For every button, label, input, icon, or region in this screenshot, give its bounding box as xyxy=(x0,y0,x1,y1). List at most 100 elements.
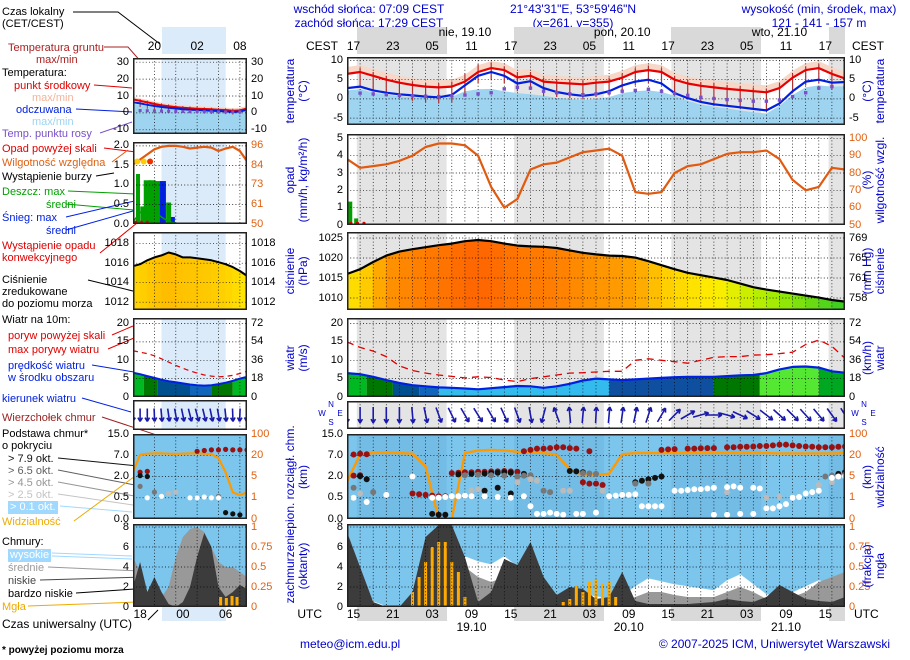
legend-czas-lokalny: Czas lokalny xyxy=(2,6,65,18)
axis-tick-right: 72 xyxy=(849,317,862,329)
axis-title-right-Mo: (%) wilgotność wzgl. xyxy=(859,136,887,223)
night-shade-box xyxy=(828,607,845,621)
cest-tick: 17 xyxy=(661,39,675,53)
night-shade-box xyxy=(671,607,762,621)
axis-tick-right: 0 xyxy=(849,92,856,105)
axis-tick-left: 10 xyxy=(116,353,129,366)
axis-tick-left: 3 xyxy=(336,166,343,179)
legend-okt-25: > 2.5 okt. xyxy=(8,489,54,501)
axis-tick-right: 10 xyxy=(251,89,264,102)
axis-tick-left: 15.0 xyxy=(107,427,129,440)
utc-tick: 15 xyxy=(346,607,361,621)
date-label: 19.10 xyxy=(456,620,487,634)
axis-tick-right: 10 xyxy=(849,53,862,66)
legend-wiatr-10m: Wiatr na 10m: xyxy=(2,314,71,326)
chart-opad-mini xyxy=(133,142,247,224)
axis-tick-left: 0.0 xyxy=(327,512,343,525)
compass-s-label: S xyxy=(861,418,867,427)
axis-title-left-Mw: wiatr (m/s) xyxy=(282,343,310,372)
legend-okt-01: > 0.1 okt. xyxy=(8,501,58,514)
legend-wystapienie-burzy: Wystąpienie burzy xyxy=(2,171,92,183)
axis-tick-right: 1018 xyxy=(251,237,276,250)
legend-podstawa-chmur: Podstawa chmur* xyxy=(2,428,89,440)
axis-tick-left: 30 xyxy=(116,55,129,68)
cest-tick-mini: 20 xyxy=(147,39,162,53)
axis-tick-right: 0 xyxy=(849,512,856,525)
utc-tick: 03 xyxy=(740,607,754,621)
legend-temperatura-header: Temperatura: xyxy=(2,67,67,79)
axis-tick-left: 0.0 xyxy=(113,217,129,230)
axis-tick-right: 0 xyxy=(251,512,258,525)
cest-tick-mini: 02 xyxy=(190,39,204,53)
legend-odczuwana: odczuwana xyxy=(16,104,72,116)
utc-tick: 15 xyxy=(818,607,833,621)
axis-tick-right: 765 xyxy=(849,251,868,264)
cest-tick: 05 xyxy=(582,39,597,53)
chart-zachmurzenie-main xyxy=(347,524,845,607)
axis-tick-right: 90 xyxy=(849,149,862,162)
legend-temperatura-gruntu-2: max/min xyxy=(36,54,78,66)
axis-tick-left: 0 xyxy=(122,390,129,403)
axis-title-left-Mc: pion. rozciągł. chm. (km) xyxy=(282,424,310,529)
chart-zachmurzenie-mini xyxy=(133,524,247,607)
axis-tick-right: 5 xyxy=(251,470,258,482)
axis-tick-left: 2.0 xyxy=(113,139,129,152)
night-shade-box xyxy=(356,607,447,621)
chart-pion-rozciaglosc-main xyxy=(347,434,845,519)
axis-tick-left: 1018 xyxy=(104,237,129,250)
axis-title-left-Mp: ciśnienie (hPa) xyxy=(282,247,310,295)
cest-tick: 11 xyxy=(465,39,478,53)
legend-chmury-header: Chmury: xyxy=(2,536,44,548)
compass-n-label: N xyxy=(328,400,334,409)
axis-tick-right: 0 xyxy=(849,390,856,403)
legend-max-porywy: max porywy wiatru xyxy=(8,344,100,356)
night-shade-box-mini xyxy=(161,27,226,54)
utc-tick: 15 xyxy=(661,607,675,621)
legend-cisnienie-legend-2: zredukowane xyxy=(2,286,68,298)
axis-tick-right: 18 xyxy=(251,372,264,385)
legend-wierzcholek-chmur: Wierzchołek chmur xyxy=(2,412,96,424)
axis-tick-right: -10 xyxy=(251,123,267,136)
legend-maxmin-niebieski: max/min xyxy=(32,116,74,128)
date-label: 20.10 xyxy=(613,620,644,634)
axis-tick-right: 0.75 xyxy=(849,540,871,553)
legend-predkosc-wiatru-2: w środku obszaru xyxy=(8,372,95,384)
axis-tick-right: 36 xyxy=(849,353,862,366)
axis-tick-left: 2.0 xyxy=(113,470,129,482)
axis-tick-left: 1012 xyxy=(104,295,129,308)
axis-title-right-Mt: (°C) temperatura xyxy=(859,58,887,124)
date-label: 21.10 xyxy=(771,620,802,634)
axis-tick-right: 100 xyxy=(849,131,868,144)
axis-tick-right: 20 xyxy=(251,72,264,85)
night-shade-box xyxy=(514,607,604,621)
legend-wilgotnosc-wzgledna: Wilgotność względna xyxy=(2,157,106,169)
night-shade-box xyxy=(828,27,845,54)
axis-tick-right: 1 xyxy=(849,491,856,504)
axis-title-right-Mc: (km) widzialność xyxy=(859,445,887,508)
axis-tick-left: 2 xyxy=(336,183,343,196)
axis-tick-left: 8 xyxy=(336,520,343,533)
axis-tick-right: 100 xyxy=(251,427,270,440)
legend-kierunek-wiatru: kierunek wiatru xyxy=(2,393,76,405)
legend-maxmin-czerwony: max/min xyxy=(32,92,74,104)
axis-tick-left: 20 xyxy=(330,317,343,329)
legend-cisnienie-legend-3: do poziomu morza xyxy=(2,298,93,310)
chart-pion-rozciaglosc-mini xyxy=(133,434,247,519)
axis-tick-right: 100 xyxy=(849,427,868,440)
contact-email-link[interactable]: meteo@icm.edu.pl xyxy=(300,637,401,651)
axis-tick-left: 20 xyxy=(116,317,129,329)
legend-chmury-niskie: niskie xyxy=(8,575,37,587)
axis-tick-left: 0 xyxy=(122,106,129,119)
utc-tick: 21 xyxy=(700,607,715,621)
axis-tick-right: 0 xyxy=(849,600,856,613)
legend-deszcz-max: Deszcz: max xyxy=(2,186,65,198)
axis-tick-left: 10 xyxy=(330,353,343,366)
axis-tick-right: 0.75 xyxy=(251,540,273,553)
legend-snieg-sredni: średni xyxy=(46,225,76,237)
chart-opad-main xyxy=(347,134,845,225)
axis-tick-left: 0 xyxy=(122,600,129,613)
legend-snieg-max: Śnieg: max xyxy=(2,212,58,224)
night-shade-box xyxy=(671,27,762,54)
legend-punkt-rosy: Temp. punktu rosy xyxy=(2,128,92,140)
